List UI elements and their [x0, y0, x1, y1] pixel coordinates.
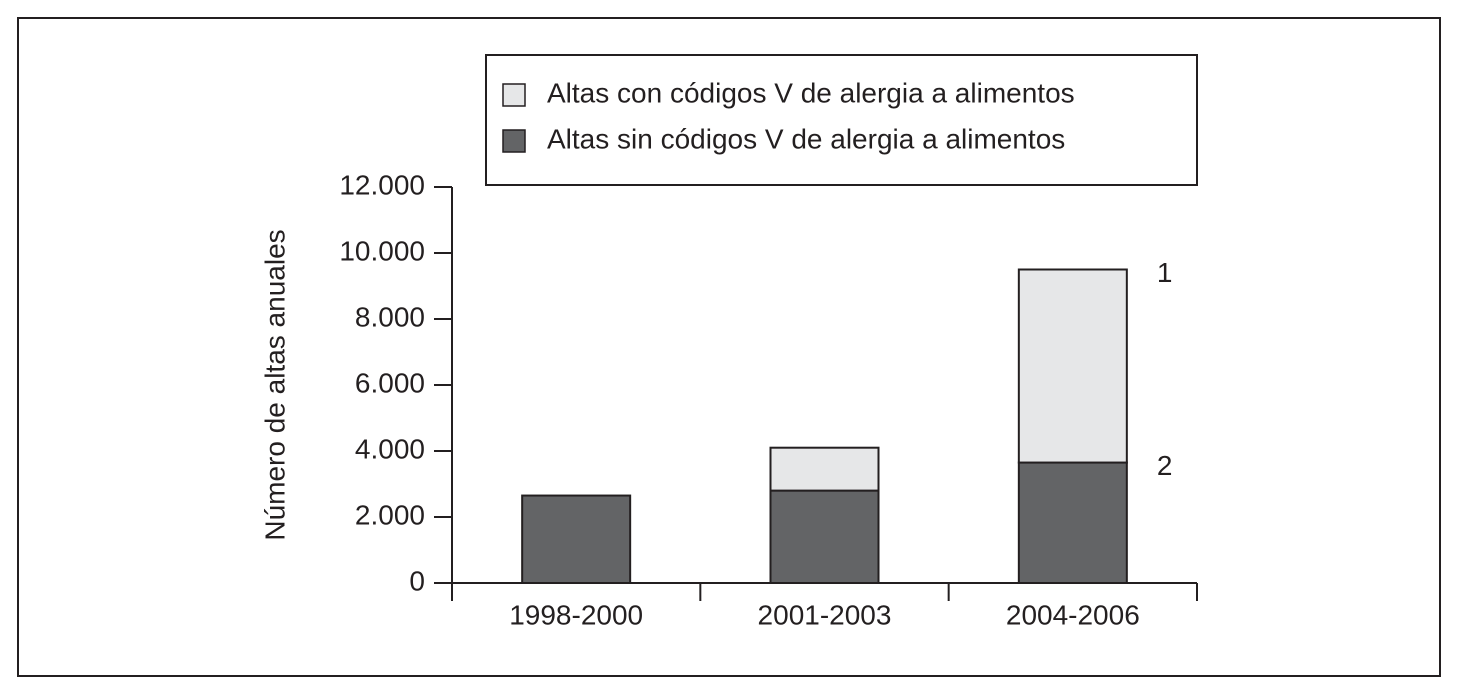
y-axis-title: Número de altas anuales — [259, 229, 290, 540]
y-tick-label: 10.000 — [339, 235, 425, 266]
bar-segment — [1017, 461, 1128, 584]
bar-segment — [769, 446, 880, 492]
y-tick-label: 6.000 — [355, 367, 425, 398]
legend-swatch — [502, 83, 526, 107]
x-tick-label: 2004-2006 — [1006, 599, 1140, 630]
legend-swatch — [502, 129, 526, 153]
legend-label: Altas sin códigos V de alergia a aliment… — [547, 123, 1065, 154]
y-tick-label: 8.000 — [355, 301, 425, 332]
legend-label: Altas con códigos V de alergia a aliment… — [547, 77, 1075, 108]
bar-segment — [1017, 268, 1128, 464]
bar-segment — [769, 489, 880, 585]
x-tick-label: 1998-2000 — [509, 599, 643, 630]
bar-segment — [521, 494, 632, 584]
x-tick-label: 2001-2003 — [758, 599, 892, 630]
frame — [17, 17, 1441, 677]
y-tick-label: 4.000 — [355, 433, 425, 464]
annotation: 2 — [1157, 450, 1173, 481]
legend-box — [485, 54, 1198, 186]
y-tick-label: 12.000 — [339, 169, 425, 200]
y-tick-label: 0 — [409, 565, 425, 596]
annotation: 1 — [1157, 257, 1173, 288]
y-tick-label: 2.000 — [355, 499, 425, 530]
